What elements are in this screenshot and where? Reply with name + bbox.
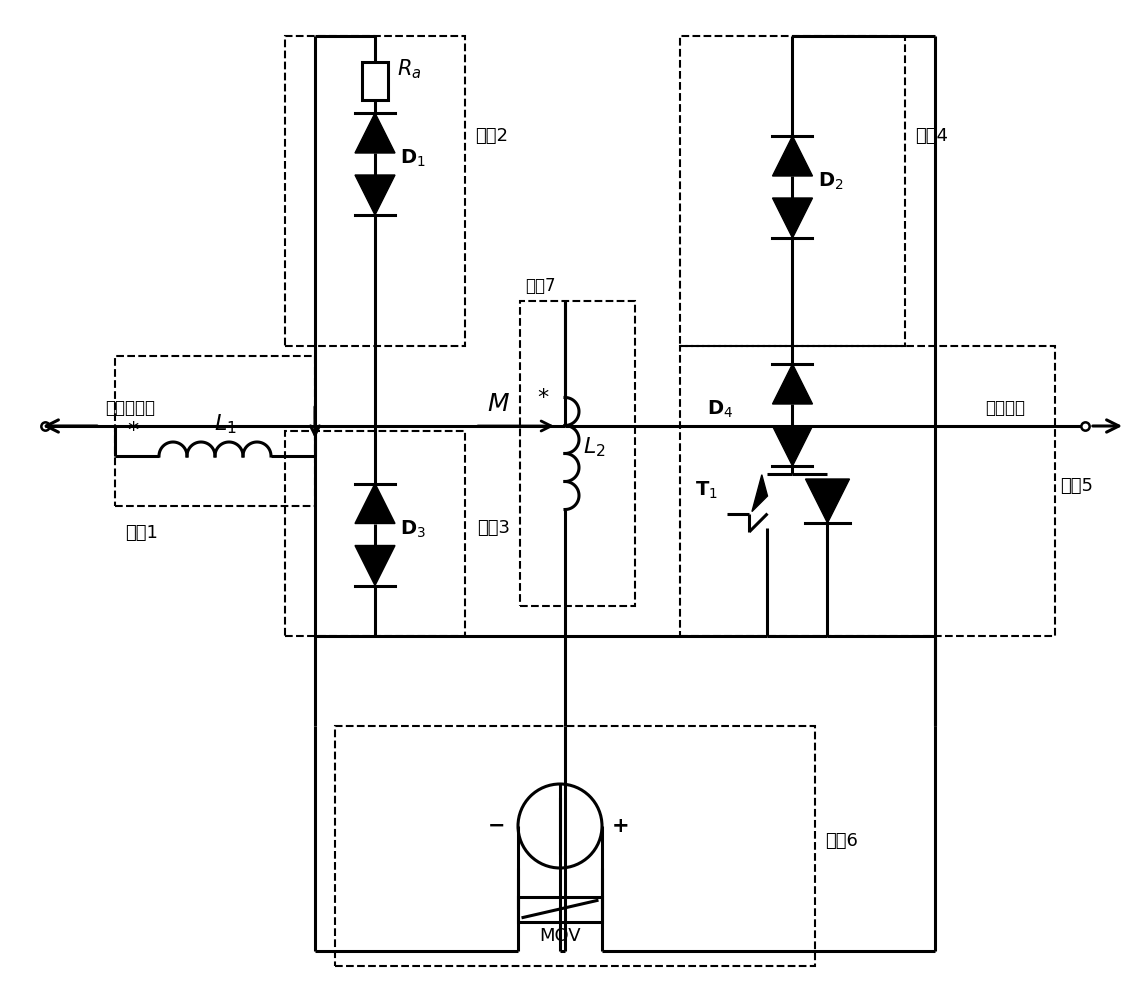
Bar <box>285 36 465 346</box>
Polygon shape <box>805 479 849 523</box>
Text: 线路方向: 线路方向 <box>985 399 1025 417</box>
Text: −: − <box>487 816 506 836</box>
Text: 电路6: 电路6 <box>824 832 858 850</box>
Text: $R_a$: $R_a$ <box>397 57 422 80</box>
Text: $L_2$: $L_2$ <box>582 435 605 459</box>
Text: $\mathbf{D}_4$: $\mathbf{D}_4$ <box>708 399 734 420</box>
Bar <box>285 431 465 636</box>
Text: 电路4: 电路4 <box>915 127 948 145</box>
Bar <box>680 346 1055 636</box>
Bar <box>115 356 316 506</box>
Text: +: + <box>612 816 630 836</box>
Polygon shape <box>355 113 395 153</box>
Polygon shape <box>772 198 812 238</box>
Text: *: * <box>128 421 139 441</box>
Text: 电路2: 电路2 <box>475 127 508 145</box>
Text: MOV: MOV <box>539 927 581 945</box>
Text: 电路5: 电路5 <box>1060 477 1093 495</box>
Polygon shape <box>772 364 812 404</box>
Bar <box>362 62 388 100</box>
Polygon shape <box>772 426 812 466</box>
Text: $\mathbf{T}_1$: $\mathbf{T}_1$ <box>696 480 718 501</box>
Polygon shape <box>772 136 812 176</box>
Polygon shape <box>355 175 395 215</box>
Polygon shape <box>355 545 395 586</box>
Text: 电路3: 电路3 <box>477 519 510 537</box>
Text: $M$: $M$ <box>487 392 510 416</box>
Text: $\mathbf{D}_2$: $\mathbf{D}_2$ <box>818 171 843 192</box>
Polygon shape <box>752 475 768 511</box>
Text: *: * <box>537 387 549 407</box>
Text: $\mathbf{D}_3$: $\mathbf{D}_3$ <box>400 518 426 540</box>
Bar <box>520 301 634 606</box>
Text: 电路1: 电路1 <box>126 524 158 542</box>
Text: $\mathbf{D}_1$: $\mathbf{D}_1$ <box>400 148 425 169</box>
Bar <box>518 897 602 922</box>
Text: $L_1$: $L_1$ <box>214 412 236 436</box>
Polygon shape <box>355 484 395 523</box>
Bar <box>335 726 815 966</box>
Text: 电路7: 电路7 <box>525 277 555 295</box>
Bar <box>680 36 905 346</box>
Text: 换流站方向: 换流站方向 <box>105 399 155 417</box>
